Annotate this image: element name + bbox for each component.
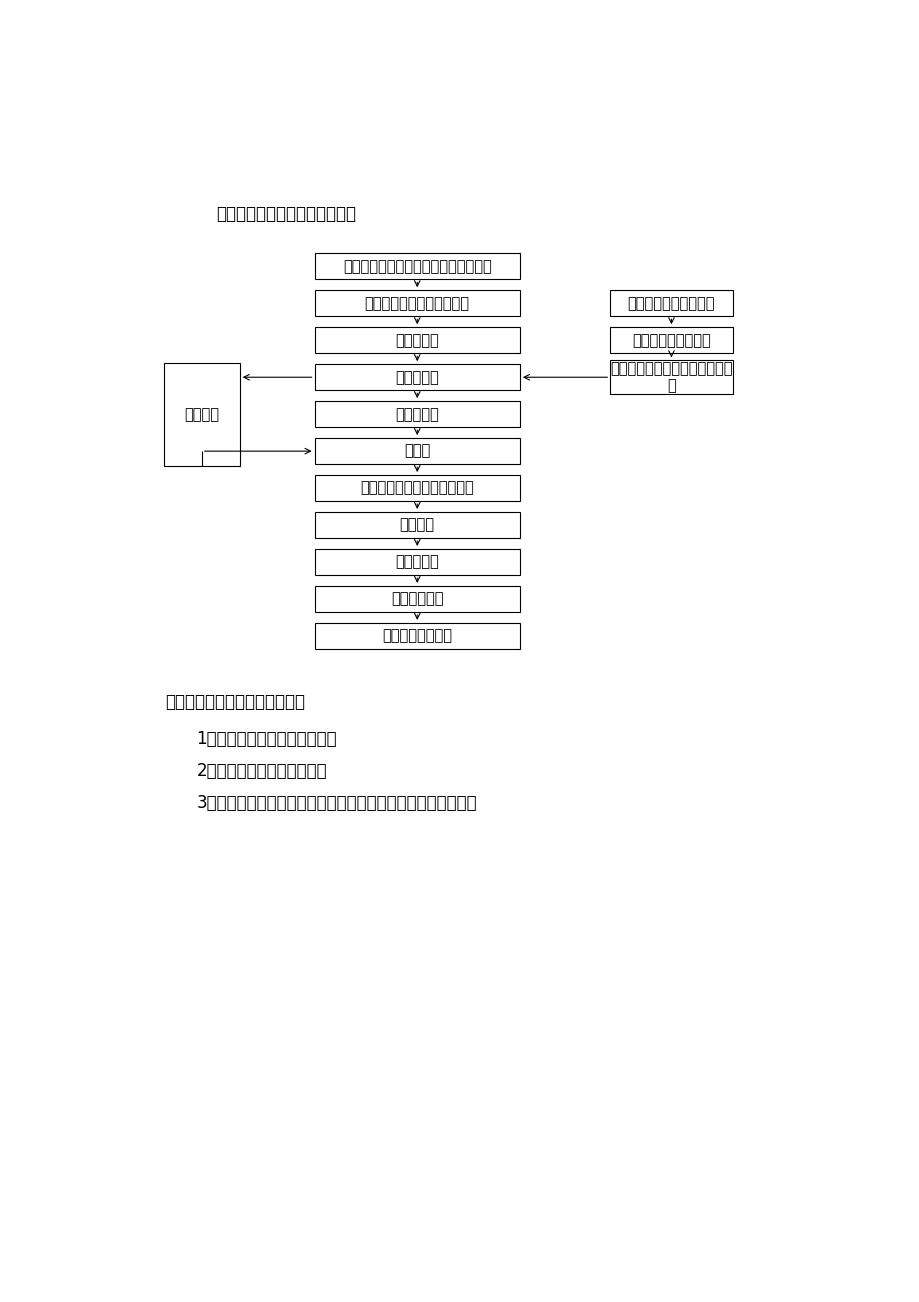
Text: 支端模: 支端模	[403, 444, 430, 458]
Text: 穿预应力经: 穿预应力经	[395, 370, 438, 384]
Text: 二、监理机构实施的控制要点：: 二、监理机构实施的控制要点：	[165, 693, 305, 711]
Text: 采取抗浮措施及绑扎板面钢筋: 采取抗浮措施及绑扎板面钢筋	[360, 480, 473, 496]
Text: 支板底模，铺放板底铁，底铁分布钢筋: 支板底模，铺放板底铁，底铁分布钢筋	[343, 259, 491, 273]
Bar	[609, 290, 732, 316]
Bar	[164, 362, 240, 466]
Text: 运至现场，并垂直运输至铺放部
位: 运至现场，并垂直运输至铺放部 位	[609, 361, 732, 393]
Text: 1、审查专业施工单位的资质；: 1、审查专业施工单位的资质；	[196, 729, 336, 747]
Bar	[314, 586, 519, 612]
Text: 铺放轻质管: 铺放轻质管	[395, 406, 438, 422]
Bar	[314, 512, 519, 538]
Text: 绑扎空心板肋梁箍筋及上铁: 绑扎空心板肋梁箍筋及上铁	[364, 296, 470, 311]
Text: 节点安装: 节点安装	[184, 406, 219, 422]
Bar	[314, 365, 519, 391]
Text: 2、审核专项施工技术方案；: 2、审核专项施工技术方案；	[196, 762, 326, 780]
Text: 预应力筋工厂定长下料: 预应力筋工厂定长下料	[627, 296, 714, 311]
Text: 3、对进场的预应力筋、轻质管等原材料，严格实行材料报审制: 3、对进场的预应力筋、轻质管等原材料，严格实行材料报审制	[196, 794, 476, 812]
Bar	[314, 254, 519, 280]
Text: 隐检验收: 隐检验收	[400, 518, 435, 533]
Text: 安装定位筋: 安装定位筋	[395, 333, 438, 348]
Bar	[314, 327, 519, 353]
Bar	[314, 290, 519, 316]
Bar	[314, 437, 519, 465]
Bar	[609, 327, 732, 353]
Bar	[609, 361, 732, 395]
Bar	[314, 401, 519, 427]
Text: 一、预应力空心板施工流程图：: 一、预应力空心板施工流程图：	[216, 206, 356, 224]
Text: 浇筑混凝土: 浇筑混凝土	[395, 555, 438, 569]
Bar	[314, 622, 519, 648]
Text: 张拉预应力筋: 张拉预应力筋	[391, 591, 443, 607]
Text: 预应力筋端部处理: 预应力筋端部处理	[381, 629, 452, 643]
Bar	[314, 549, 519, 575]
Text: 固定端挤压锚具组装: 固定端挤压锚具组装	[631, 333, 710, 348]
Bar	[314, 475, 519, 501]
